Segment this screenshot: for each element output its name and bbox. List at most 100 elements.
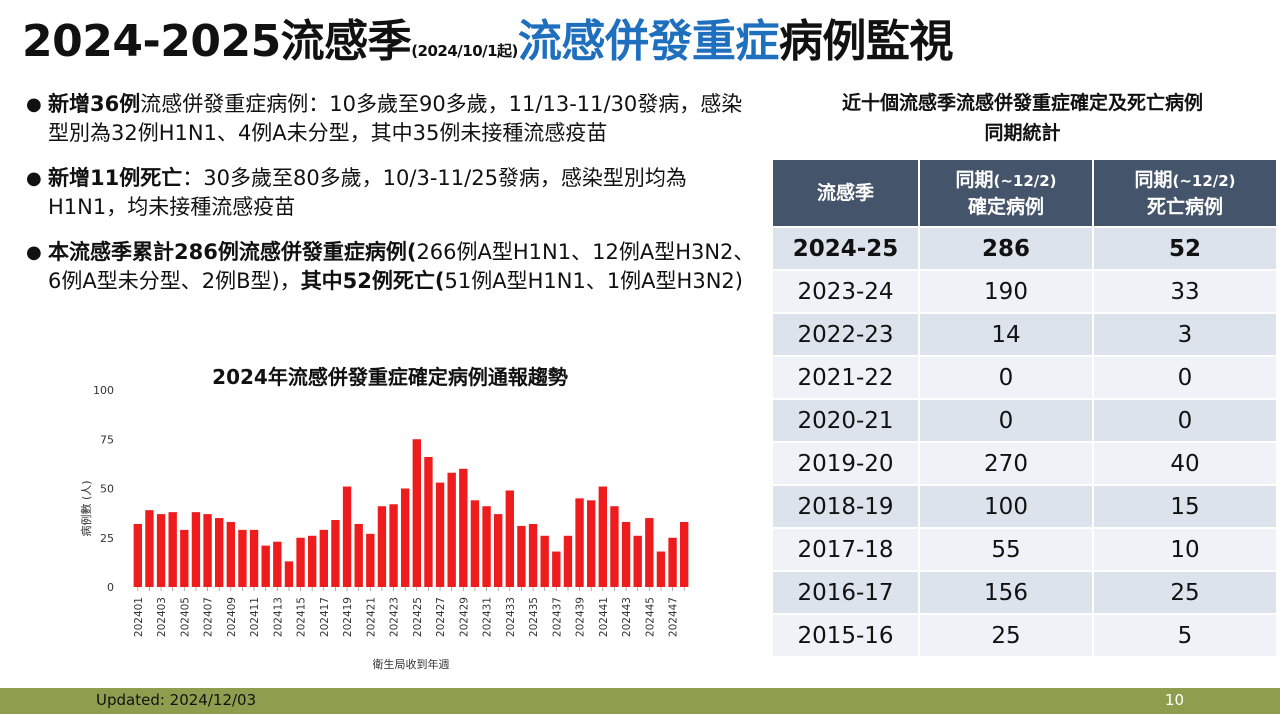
x-tick-label: 202407 bbox=[203, 597, 215, 637]
bar-202441 bbox=[598, 486, 607, 587]
cell-confirmed: 14 bbox=[918, 312, 1094, 357]
cell-season: 2020-21 bbox=[771, 398, 920, 443]
bullet-dot-icon: ● bbox=[26, 168, 42, 189]
x-tick-label: 202409 bbox=[226, 597, 238, 637]
cell-confirmed: 156 bbox=[918, 570, 1094, 615]
x-tick-label: 202435 bbox=[528, 597, 540, 637]
bullet-bold: 新增36例 bbox=[48, 92, 141, 116]
table-title-line1: 近十個流感季流感併發重症確定及死亡病例 bbox=[841, 92, 1203, 114]
bar-202438 bbox=[563, 535, 573, 587]
cell-season: 2015-16 bbox=[771, 613, 920, 658]
bar-202422 bbox=[377, 506, 387, 587]
cell-deaths: 0 bbox=[1092, 355, 1278, 400]
bar-202428 bbox=[447, 472, 456, 587]
y-tick-label: 100 bbox=[93, 384, 114, 397]
cell-confirmed: 190 bbox=[918, 269, 1094, 314]
title-main: 2024-2025流感季 bbox=[22, 16, 412, 67]
bullet-dot-icon: ● bbox=[26, 242, 42, 263]
bar-202443 bbox=[621, 521, 631, 587]
bullet-text: 流感併發重症病例：10多歲至90多歲，11/13-11/30發病，感染型別為32… bbox=[48, 92, 743, 145]
x-tick-label: 202423 bbox=[389, 597, 401, 637]
table-row: 2021-22 0 0 bbox=[771, 355, 1278, 400]
bar-202429 bbox=[459, 468, 468, 587]
cell-deaths: 3 bbox=[1092, 312, 1278, 357]
bar-202437 bbox=[552, 551, 561, 587]
bar-202404 bbox=[168, 512, 177, 587]
bar-202419 bbox=[342, 486, 352, 587]
bar-202416 bbox=[308, 535, 317, 587]
trend-chart: 2024年流感併發重症確定病例通報趨勢 0 25 50 75 100 202401 202… bbox=[80, 362, 700, 682]
cell-confirmed: 0 bbox=[918, 398, 1094, 443]
x-tick-label: 202445 bbox=[644, 597, 656, 637]
bar-202412 bbox=[261, 545, 270, 587]
x-tick-label: 202405 bbox=[179, 597, 191, 637]
cell-deaths: 25 bbox=[1092, 570, 1278, 615]
cell-deaths: 0 bbox=[1092, 398, 1278, 443]
bullet-bold: 其中52例死亡( bbox=[300, 269, 445, 293]
footer-bar: Updated: 2024/12/03 10 bbox=[0, 688, 1280, 714]
bullet-text: ：30多歲至80多歲，10/3-11/25發病，感染型別均為H1N1，均未接種流… bbox=[48, 166, 687, 219]
x-tick-label: 202417 bbox=[319, 597, 331, 637]
bullet-new-cases: ● 新增36例流感併發重症病例：10多歲至90多歲，11/13-11/30發病，… bbox=[26, 90, 761, 148]
x-tick-label: 202419 bbox=[342, 597, 354, 637]
x-tick-label: 202427 bbox=[435, 597, 447, 637]
bar-202408 bbox=[215, 518, 224, 587]
chart-title: 2024年流感併發重症確定病例通報趨勢 bbox=[212, 365, 568, 389]
bar-202431 bbox=[482, 506, 491, 587]
bar-202433 bbox=[505, 490, 514, 587]
bar-202436 bbox=[540, 535, 549, 587]
bar-202446 bbox=[656, 551, 666, 587]
bar-202401 bbox=[133, 523, 142, 587]
bullet-bold: 新增11例死亡 bbox=[48, 166, 183, 190]
table-row: 2023-24 190 33 bbox=[771, 269, 1278, 314]
bar-202417 bbox=[319, 529, 328, 587]
x-tick-label: 202411 bbox=[249, 597, 261, 637]
title-end: 病例監視 bbox=[778, 16, 954, 67]
table-row: 2015-16 25 5 bbox=[771, 613, 1278, 658]
bullet-text: 266例A型H1N1、12例A型H3N2、6例A型未分型、2例B型)， bbox=[48, 240, 755, 293]
bar-202432 bbox=[494, 514, 503, 587]
bullet-season-total: ● 本流感季累計286例流感併發重症病例(266例A型H1N1、12例A型H3N… bbox=[26, 238, 761, 296]
x-tick-label: 202415 bbox=[296, 597, 308, 637]
bar-202411 bbox=[249, 529, 259, 587]
bullet-new-deaths: ● 新增11例死亡：30多歲至80多歲，10/3-11/25發病，感染型別均為H… bbox=[26, 164, 761, 222]
bar-202427 bbox=[435, 482, 445, 587]
bar-202430 bbox=[470, 500, 480, 587]
bar-202426 bbox=[424, 456, 433, 587]
header-confirmed-l1: 同期 bbox=[955, 168, 994, 191]
bar-202425 bbox=[412, 439, 421, 587]
table-title: 近十個流感季流感併發重症確定及死亡病例 同期統計 bbox=[770, 88, 1275, 148]
bar-202410 bbox=[238, 529, 247, 587]
y-tick-label: 25 bbox=[100, 532, 114, 545]
bar-202402 bbox=[145, 510, 154, 587]
cell-season: 2016-17 bbox=[771, 570, 920, 615]
cell-season: 2021-22 bbox=[771, 355, 920, 400]
x-tick-label: 202403 bbox=[156, 597, 168, 637]
cell-season: 2022-23 bbox=[771, 312, 920, 357]
y-axis: 0 25 50 75 100 bbox=[93, 384, 114, 594]
cell-confirmed: 0 bbox=[918, 355, 1094, 400]
cell-season: 2019-20 bbox=[771, 441, 920, 486]
updated-date: Updated: 2024/12/03 bbox=[96, 691, 257, 709]
cell-confirmed: 55 bbox=[918, 527, 1094, 572]
cell-season: 2017-18 bbox=[771, 527, 920, 572]
table-row: 2022-23 14 3 bbox=[771, 312, 1278, 357]
header-confirmed-l2: 確定病例 bbox=[967, 195, 1044, 218]
header-deaths: 同期(~12/2) 死亡病例 bbox=[1092, 158, 1278, 228]
bullet-dot-icon: ● bbox=[26, 94, 42, 115]
x-tick-label: 202413 bbox=[272, 597, 284, 637]
cell-season: 2023-24 bbox=[771, 269, 920, 314]
bar-202423 bbox=[389, 504, 398, 587]
cell-deaths: 5 bbox=[1092, 613, 1278, 658]
bar-202440 bbox=[587, 500, 596, 587]
table-row: 2017-18 55 10 bbox=[771, 527, 1278, 572]
bar-202435 bbox=[528, 523, 538, 587]
table-row: 2024-25 286 52 bbox=[771, 226, 1278, 271]
cell-confirmed: 286 bbox=[918, 226, 1094, 271]
bar-202439 bbox=[575, 498, 584, 587]
x-axis-label: 衛生局收到年週 bbox=[373, 657, 450, 671]
bar-202407 bbox=[203, 514, 212, 587]
bar-202414 bbox=[284, 561, 294, 587]
page-title: 2024-2025流感季(2024/10/1起)流感併發重症病例監視 bbox=[22, 10, 953, 83]
table-row: 2016-17 156 25 bbox=[771, 570, 1278, 615]
